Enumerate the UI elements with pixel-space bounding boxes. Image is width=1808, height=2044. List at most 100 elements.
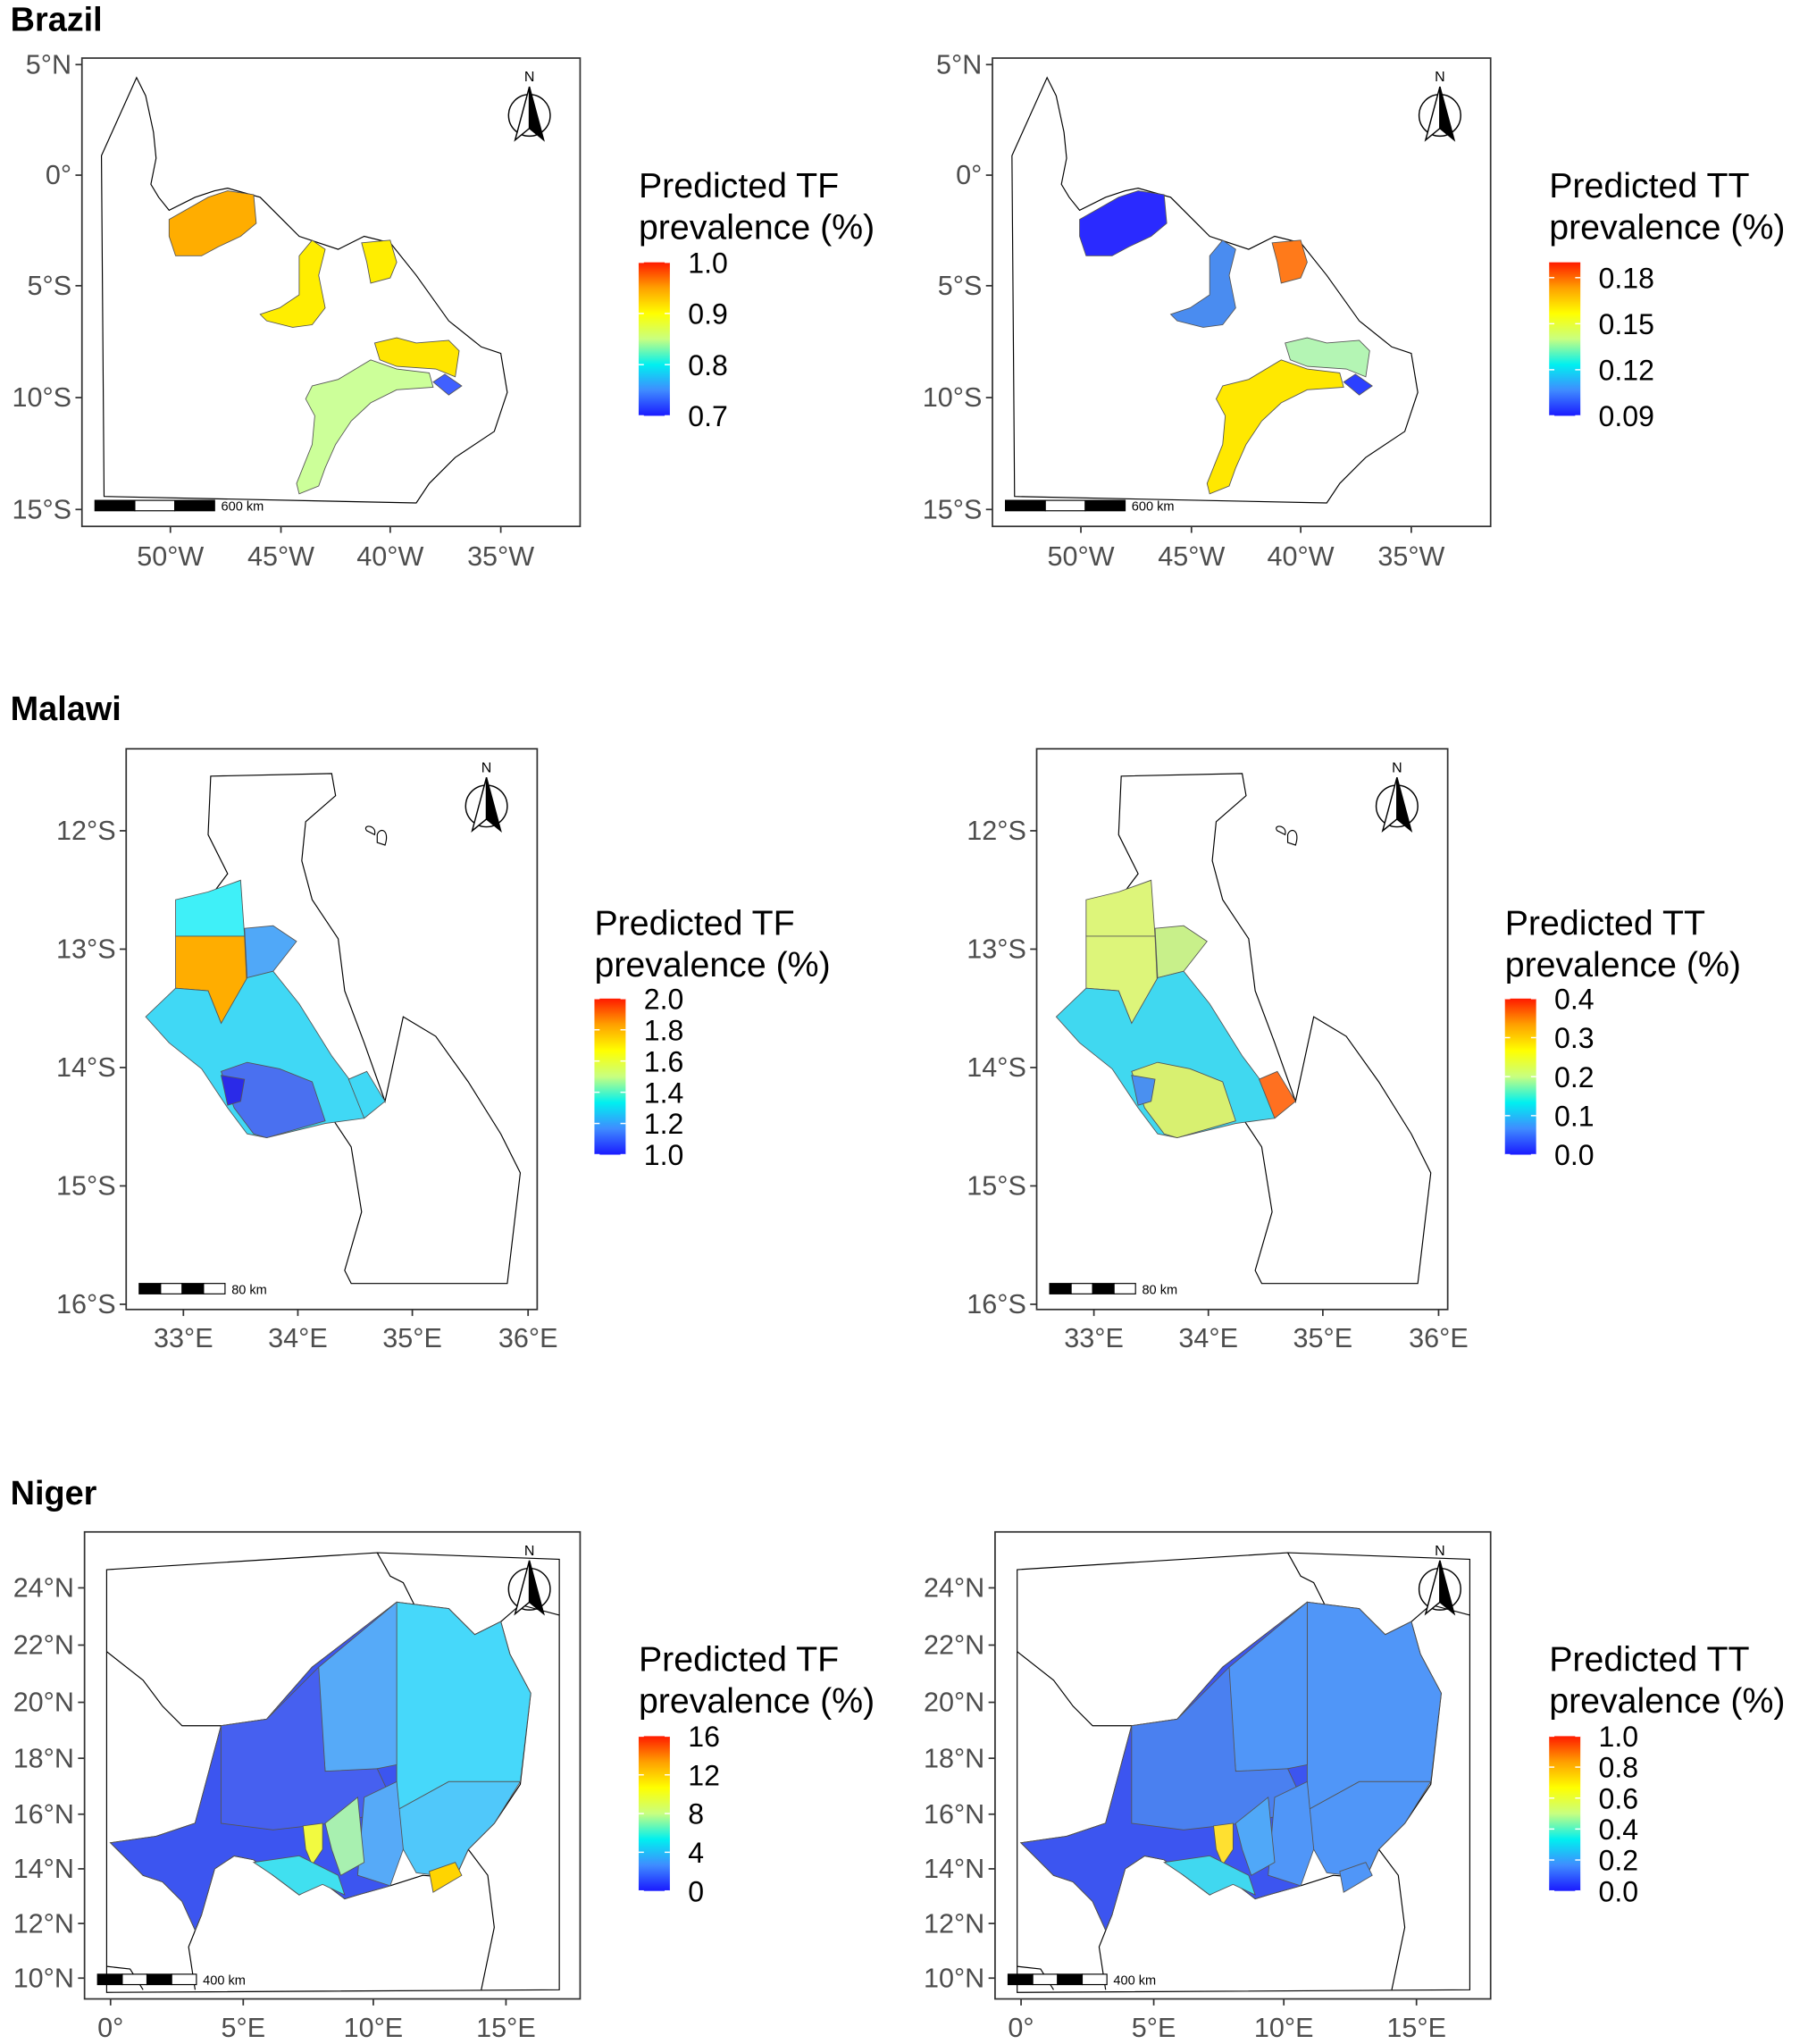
colorbar-tick-label: 12 [688,1759,720,1791]
map-panel-tf: 12°S 13°S 14°S 15°S 16°S 33°E 34°E 35°E 36°E N 80 … [56,748,831,1353]
scale-bar [1007,1973,1108,1986]
colorbar-tick-label: 0.0 [1554,1139,1595,1171]
y-tick-label: 10°S [923,382,983,413]
y-tick-label: 10°N [13,1963,74,1993]
x-tick-label: 50°W [1047,541,1114,572]
colorbar-tick-label: 1.2 [644,1108,684,1140]
region-polygon [324,1797,365,1876]
colorbar-tick-label: 0.8 [688,349,728,381]
y-tick-label: 0° [46,160,71,190]
colorbar-tick-label: 16 [688,1721,720,1753]
compass-label: N [524,70,535,85]
scale-bar-label: 80 km [1142,1283,1177,1297]
scale-bar [96,1973,197,1986]
section-title: Malawi [11,691,121,728]
y-tick-label: 15°S [923,494,983,524]
y-tick-label: 16°N [13,1799,74,1830]
x-tick-label: 36°E [1409,1323,1469,1353]
region-polygon [429,1862,463,1893]
region-polygon [432,373,463,396]
x-tick-label: 35°W [467,541,534,572]
x-tick-label: 33°E [154,1323,213,1353]
colorbar [1549,262,1581,416]
legend-title: Predicted TF [594,903,794,942]
colorbar-tick-label: 4 [688,1837,704,1869]
x-tick-label: 15°E [1386,2013,1446,2043]
colorbar-tick-label: 0.4 [1599,1814,1639,1846]
x-tick-label: 35°W [1377,541,1444,572]
x-tick-label: 36°E [498,1323,558,1353]
y-tick-label: 14°S [967,1052,1026,1083]
y-tick-label: 16°S [967,1289,1026,1319]
region-polygon [1258,1070,1296,1119]
colorbar-tick-label: 0.12 [1599,355,1654,387]
x-tick-label: 35°E [382,1323,442,1353]
colorbar-tick-label: 1.0 [644,1139,684,1171]
x-tick-label: 50°W [137,541,204,572]
y-tick-label: 5°S [938,271,983,301]
y-tick-label: 12°N [924,1908,984,1939]
region-polygon [302,1822,323,1866]
y-tick-label: 10°S [12,382,71,413]
scale-bar-label: 600 km [1132,500,1175,515]
colorbar-tick-label: 2.0 [644,983,684,1015]
region-polygon [168,190,257,256]
y-tick-label: 13°S [967,934,1026,965]
region-polygon [296,359,434,495]
x-tick-label: 40°W [1268,541,1335,572]
x-tick-label: 0° [1008,2013,1034,2043]
x-tick-label: 45°W [1158,541,1225,572]
y-tick-label: 15°S [12,494,71,524]
region-polygon [1085,879,1156,937]
colorbar-tick-label: 0.8 [1599,1752,1639,1784]
north-arrow-icon [507,1560,551,1616]
legend-title: prevalence (%) [1505,945,1741,984]
colorbar-tick-label: 0.9 [688,298,728,331]
y-tick-label: 15°S [967,1171,1026,1202]
legend-title: Predicted TF [639,166,839,205]
x-tick-label: 34°E [268,1323,328,1353]
x-tick-label: 5°E [1132,2013,1176,2043]
region-polygon [1343,373,1373,396]
section-brazil: Brazil 5°N 0° 5°S 10°S 15°S 50°W 45°W 40°W 35°W N 6… [11,1,1786,571]
north-arrow-icon [1375,777,1419,833]
region-polygon [373,337,460,378]
x-tick-label: 40°W [356,541,423,572]
region-polygon [244,925,297,979]
colorbar-tick-label: 0.18 [1599,262,1654,294]
y-tick-label: 14°N [924,1854,984,1884]
y-tick-label: 22°N [924,1630,984,1661]
colorbar [1549,1736,1581,1891]
colorbar-tick-label: 0.2 [1554,1061,1595,1093]
y-tick-label: 5°N [936,49,982,80]
legend-title: prevalence (%) [594,945,830,984]
scale-bar [1004,499,1126,512]
map-frame [80,57,582,528]
scale-bar-label: 400 km [1113,1974,1156,1989]
compass-label: N [481,760,492,775]
colorbar-tick-label: 8 [688,1798,704,1830]
x-tick-label: 35°E [1293,1323,1353,1353]
y-tick-label: 20°N [924,1688,984,1718]
map-panel-tt: 24°N 22°N 20°N 18°N 16°N 14°N 12°N 10°N 0° 5°E 10°… [924,1530,1786,2043]
north-arrow-icon [507,86,551,142]
scale-bar [1049,1283,1136,1294]
region-polygon [1131,1075,1156,1106]
y-tick-label: 20°N [13,1688,74,1718]
region-polygon [175,879,246,937]
y-tick-label: 0° [956,160,982,190]
legend-title: prevalence (%) [1549,207,1785,247]
colorbar-tick-label: 0.6 [1599,1782,1639,1814]
legend-title: Predicted TT [1549,1640,1749,1680]
region-polygon [361,239,398,284]
x-tick-label: 45°W [247,541,314,572]
y-tick-label: 13°S [56,934,116,965]
map-panel-tf: 5°N 0° 5°S 10°S 15°S 50°W 45°W 40°W 35°W N 600 km P… [12,49,875,571]
colorbar-tick-label: 0 [688,1875,704,1907]
section-title: Niger [11,1475,97,1512]
region-polygon [1213,1822,1234,1866]
